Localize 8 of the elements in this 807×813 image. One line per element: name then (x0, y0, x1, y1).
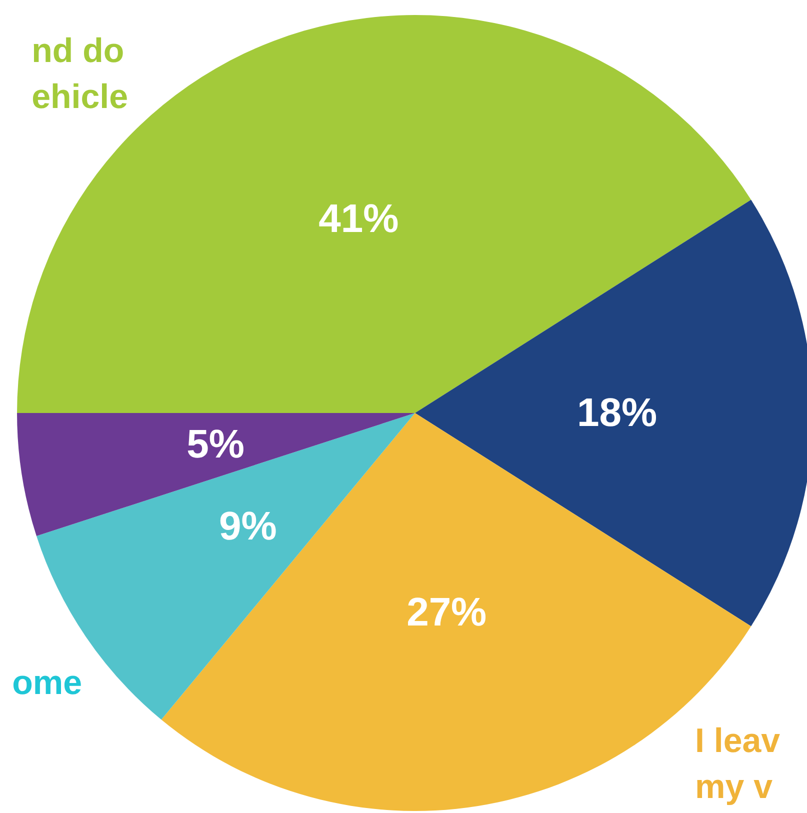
data-label: 5% (186, 422, 244, 467)
text: nd do ehicle (32, 32, 128, 116)
data-label: 41% (318, 197, 399, 242)
data-label: 9% (219, 504, 277, 549)
text: I leav my v (695, 722, 780, 806)
text: ome (12, 664, 82, 702)
data-label: 18% (576, 391, 658, 435)
data-label: 27% (406, 590, 487, 635)
